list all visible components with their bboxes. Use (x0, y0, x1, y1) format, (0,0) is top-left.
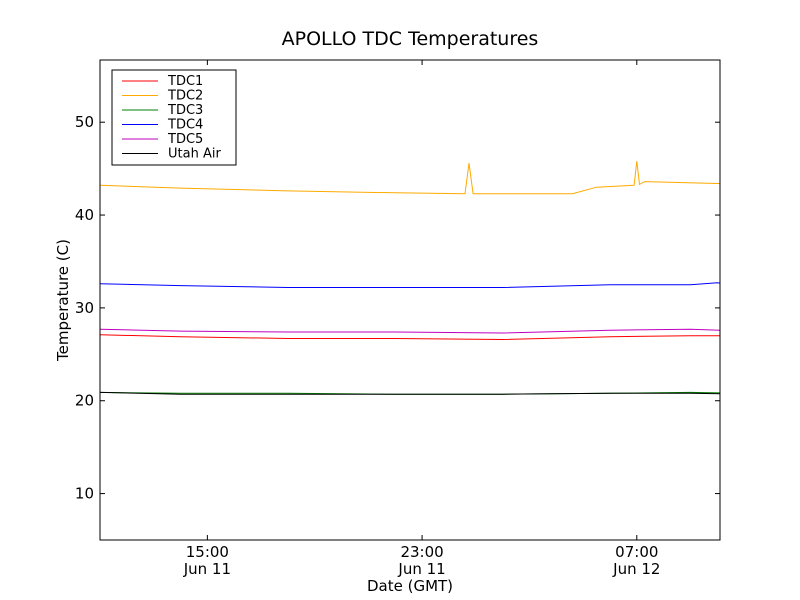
chart-title: APOLLO TDC Temperatures (282, 28, 539, 50)
x-tick-label-date: Jun 11 (397, 560, 445, 578)
series-line-tdc5 (100, 328, 720, 334)
legend-label: TDC3 (167, 103, 203, 118)
y-tick-label: 30 (75, 299, 94, 317)
x-tick-label-date: Jun 11 (183, 560, 231, 578)
series-line-tdc1 (100, 334, 720, 341)
legend-box (111, 69, 237, 166)
x-tick-label-time: 07:00 (615, 543, 658, 561)
plot-frame (99, 59, 721, 541)
x-tick-label-time: 15:00 (186, 543, 229, 561)
legend-label: TDC5 (167, 132, 203, 147)
series-line-tdc2 (100, 161, 720, 195)
plot-area (100, 161, 720, 395)
legend-label: Utah Air (168, 147, 221, 162)
x-tick-label-time: 23:00 (400, 543, 443, 561)
x-axis-label: Date (GMT) (367, 577, 453, 595)
y-tick-label: 10 (75, 485, 94, 503)
series-line-tdc3 (100, 391, 720, 395)
y-tick-label: 20 (75, 392, 94, 410)
legend-label: TDC2 (167, 89, 203, 104)
legend-label: TDC4 (167, 118, 203, 133)
y-tick-label: 50 (75, 113, 94, 131)
y-tick-label: 40 (75, 206, 94, 224)
x-tick-label-date: Jun 12 (612, 560, 660, 578)
series-line-utah-air (100, 391, 720, 395)
y-axis-label: Temperature (C) (54, 239, 72, 362)
series-line-tdc4 (100, 282, 720, 288)
legend-label: TDC1 (167, 74, 203, 89)
